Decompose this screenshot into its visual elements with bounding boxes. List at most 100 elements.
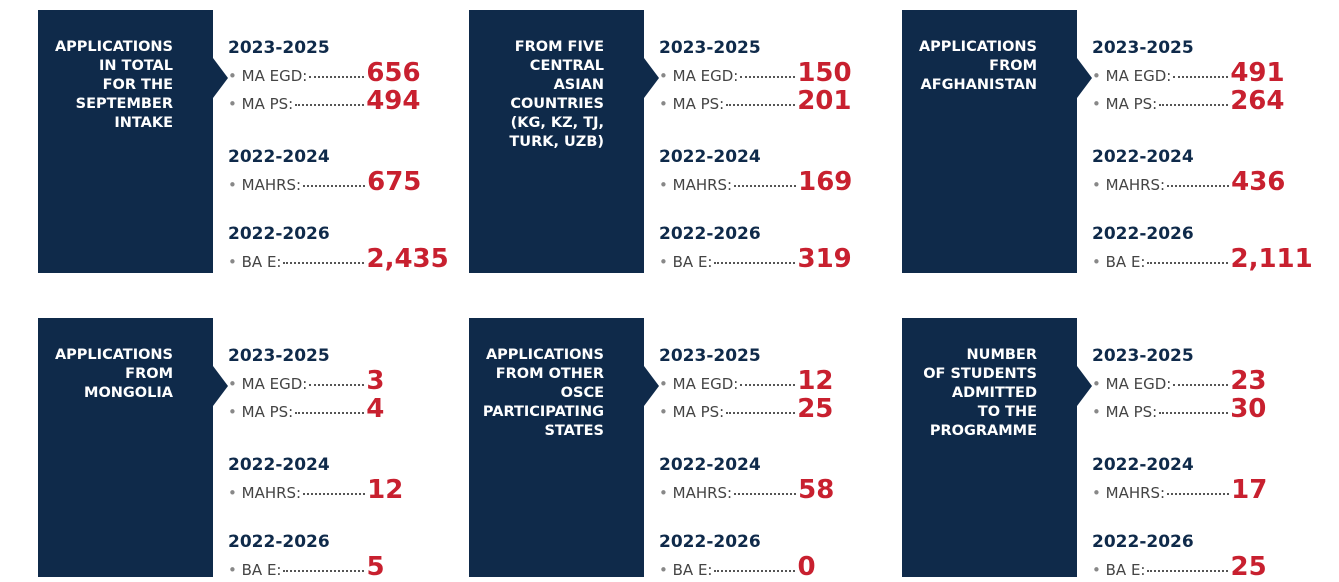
item-value: 201 bbox=[797, 86, 852, 116]
item-label: MA PS: bbox=[672, 403, 725, 421]
title-line: SEPTEMBER bbox=[75, 96, 173, 112]
item: • MA PS: 201 bbox=[659, 86, 852, 116]
leader bbox=[283, 262, 365, 264]
card-title: APPLICATIONS IN TOTAL FOR THE SEPTEMBER INTA… bbox=[38, 38, 173, 133]
item: • MA PS: 264 bbox=[1092, 88, 1285, 114]
card-background bbox=[38, 318, 228, 577]
title-line: OSCE bbox=[560, 385, 604, 401]
title-line: STATES bbox=[544, 423, 604, 439]
item-label: BA E: bbox=[1105, 561, 1146, 579]
item-label: MAHRS: bbox=[241, 484, 302, 502]
item-label: MA PS: bbox=[1105, 403, 1158, 421]
item: • MAHRS: 17 bbox=[1092, 477, 1282, 503]
card-title: APPLICATIONS FROM OTHER OSCE PARTICIPATING S… bbox=[469, 346, 604, 441]
leader bbox=[309, 76, 365, 78]
bullet: • bbox=[659, 403, 673, 421]
period: 2022-2026 bbox=[1092, 224, 1194, 244]
card-background bbox=[469, 318, 659, 577]
bullet: • bbox=[1092, 561, 1106, 579]
title-line: CENTRAL bbox=[529, 58, 604, 74]
title-line: APPLICATIONS bbox=[485, 347, 604, 363]
bullet: • bbox=[228, 403, 242, 421]
period: 2022-2024 bbox=[228, 147, 330, 167]
card-background bbox=[902, 10, 1092, 273]
leader bbox=[740, 384, 796, 386]
item-label: MA EGD: bbox=[241, 67, 308, 85]
period: 2022-2026 bbox=[659, 224, 761, 244]
period: 2022-2026 bbox=[228, 224, 330, 244]
bullet: • bbox=[1092, 403, 1106, 421]
bullet: • bbox=[228, 561, 242, 579]
period: 2022-2024 bbox=[659, 147, 761, 167]
item: • BA E: 319 bbox=[659, 246, 852, 272]
title-line: APPLICATIONS bbox=[918, 39, 1037, 55]
item: • BA E: 2,111 bbox=[1092, 246, 1313, 272]
item-label: MAHRS: bbox=[241, 176, 302, 194]
card-title: APPLICATIONS FROM MONGOLIA bbox=[38, 346, 173, 403]
item: • MAHRS: 675 bbox=[228, 167, 422, 197]
item-value: 5 bbox=[366, 552, 385, 582]
leader bbox=[1173, 384, 1229, 386]
leader bbox=[726, 412, 796, 414]
item-value: 656 bbox=[366, 58, 421, 88]
item-label: MA PS: bbox=[241, 95, 294, 113]
title-line: NUMBER bbox=[966, 347, 1037, 363]
bullet: • bbox=[659, 95, 673, 113]
item-value: 150 bbox=[797, 58, 852, 88]
item: • MA EGD: 656 bbox=[228, 58, 421, 88]
bullet: • bbox=[1092, 176, 1106, 194]
title-line: APPLICATIONS bbox=[54, 347, 173, 363]
item-value: 3 bbox=[366, 366, 385, 396]
leader bbox=[295, 104, 365, 106]
title-line: FROM bbox=[125, 366, 173, 382]
leader bbox=[714, 570, 796, 572]
bullet: • bbox=[228, 176, 242, 194]
card-title: NUMBER OF STUDENTS ADMITTED TO THE PROGRAMME bbox=[902, 346, 1037, 441]
title-line: COUNTRIES bbox=[510, 96, 604, 112]
leader bbox=[1159, 412, 1229, 414]
item-value: 675 bbox=[367, 167, 422, 197]
item-label: MA PS: bbox=[1105, 95, 1158, 113]
leader bbox=[309, 384, 365, 386]
leader bbox=[295, 412, 365, 414]
item-value: 58 bbox=[798, 475, 835, 505]
item-value: 4 bbox=[366, 394, 385, 424]
item-label: BA E: bbox=[672, 561, 713, 579]
item-label: BA E: bbox=[672, 253, 713, 271]
title-line: OF STUDENTS bbox=[923, 366, 1037, 382]
bullet: • bbox=[659, 375, 673, 393]
period: 2022-2024 bbox=[1092, 147, 1194, 167]
item-value: 17 bbox=[1231, 475, 1268, 505]
item-value: 2,435 bbox=[366, 244, 449, 274]
bullet: • bbox=[228, 375, 242, 393]
item: • MA PS: 494 bbox=[228, 86, 421, 116]
item: • MA PS: 4 bbox=[228, 396, 418, 422]
item: • BA E: 25 bbox=[1092, 554, 1282, 580]
leader bbox=[303, 185, 366, 187]
title-line: MONGOLIA bbox=[84, 385, 173, 401]
title-line: FROM bbox=[989, 58, 1037, 74]
leader bbox=[1173, 76, 1229, 78]
item-label: MA EGD: bbox=[672, 67, 739, 85]
item-value: 25 bbox=[797, 394, 834, 424]
period: 2023-2025 bbox=[659, 38, 761, 58]
item: • MAHRS: 169 bbox=[659, 169, 852, 195]
bullet: • bbox=[1092, 253, 1106, 271]
item-value: 436 bbox=[1231, 167, 1286, 197]
leader bbox=[1167, 185, 1230, 187]
bullet: • bbox=[228, 95, 242, 113]
title-line: ASIAN bbox=[553, 77, 604, 93]
item-label: MA EGD: bbox=[672, 375, 739, 393]
item: • BA E: 5 bbox=[228, 554, 418, 580]
leader bbox=[1159, 104, 1229, 106]
item-label: MAHRS: bbox=[1105, 484, 1166, 502]
item-value: 0 bbox=[797, 552, 816, 582]
item-value: 25 bbox=[1230, 552, 1267, 582]
title-line: PARTICIPATING bbox=[482, 404, 604, 420]
card-title: FROM FIVE CENTRAL ASIAN COUNTRIES (KG, KZ, T… bbox=[469, 38, 604, 152]
item-value: 494 bbox=[366, 86, 421, 116]
period: 2022-2026 bbox=[1092, 532, 1194, 552]
item: • MA EGD: 3 bbox=[228, 368, 418, 394]
